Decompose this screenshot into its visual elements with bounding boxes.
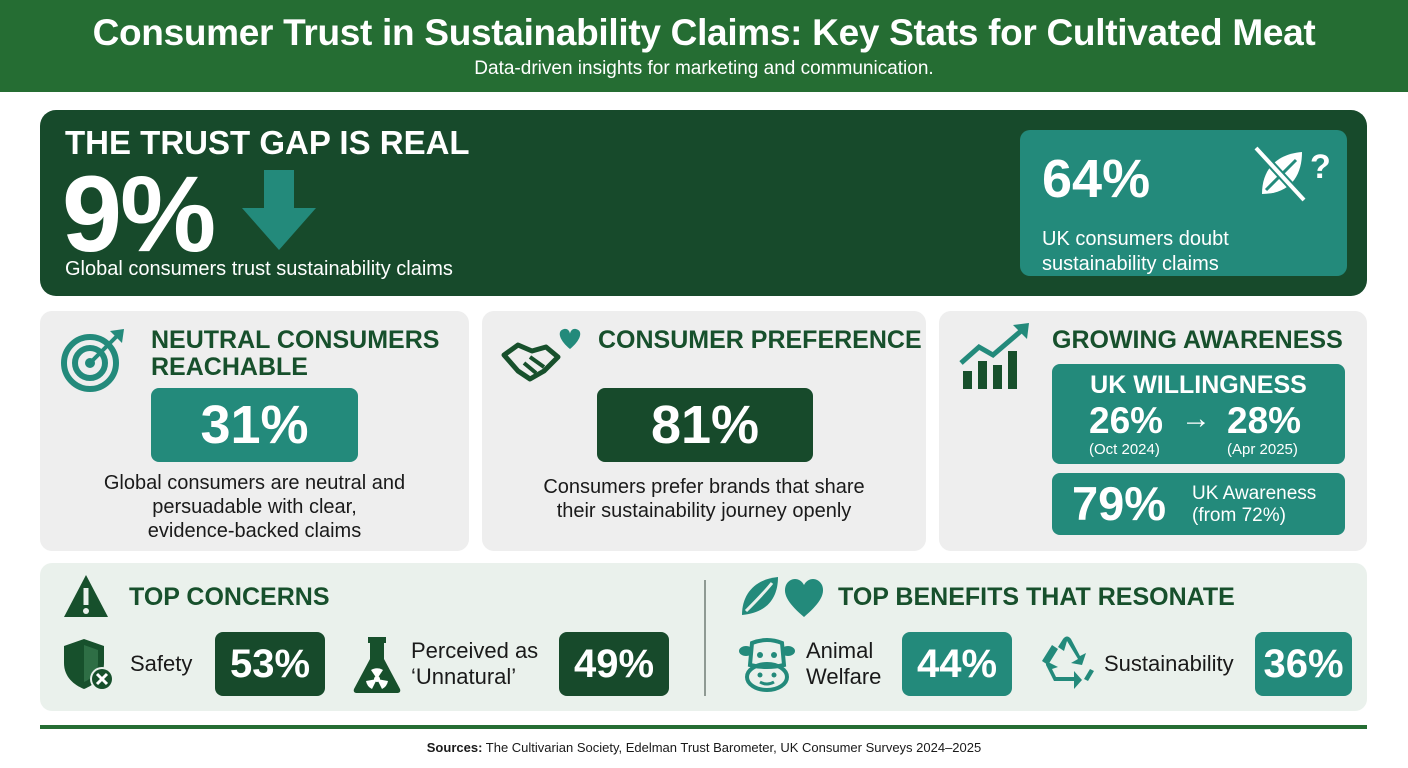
concerns-title: TOP CONCERNS <box>129 583 330 611</box>
benefit-animal-line2: Welfare <box>806 664 882 689</box>
willingness-arrow: → <box>1181 402 1211 435</box>
neutral-title: NEUTRAL CONSUMERS REACHABLE <box>151 327 439 381</box>
uk-awareness-label: UK Awareness <box>1192 483 1317 504</box>
neutral-title-line2: REACHABLE <box>151 353 308 381</box>
preference-desc-line2: their sustainability journey openly <box>556 500 852 522</box>
consumer-preference-panel: CONSUMER PREFERENCE 81% Consumers prefer… <box>482 311 926 551</box>
concern-unnatural-line2: ‘Unnatural’ <box>411 664 517 689</box>
concerns-benefits-panel: TOP CONCERNS Safety 53% Perceived as ‘Un… <box>40 563 1367 711</box>
cow-icon <box>738 635 796 698</box>
uk-doubt-stat: 64% <box>1042 149 1151 209</box>
recycle-icon <box>1038 635 1096 698</box>
concern-unnatural-line1: Perceived as <box>411 638 539 663</box>
sources-footer: Sources: The Cultivarian Society, Edelma… <box>0 740 1408 755</box>
benefit-animal-line1: Animal <box>806 638 874 663</box>
handshake-heart-icon <box>500 327 586 388</box>
neutral-desc-line3: evidence-backed claims <box>147 520 362 542</box>
uk-awareness-text: UK Awareness (from 72%) <box>1192 483 1316 527</box>
preference-description: Consumers prefer brands that share their… <box>482 475 926 523</box>
neutral-stat: 31% <box>151 388 358 462</box>
page-title: Consumer Trust in Sustainability Claims:… <box>92 12 1316 53</box>
trust-gap-description: Global consumers trust sustainability cl… <box>65 258 453 280</box>
target-icon <box>60 327 126 398</box>
uk-willingness-box: UK WILLINGNESS 26% → 28% (Oct 2024) (Apr… <box>1052 364 1345 464</box>
growth-chart-icon <box>959 323 1031 398</box>
neutral-desc-line2: persuadable with clear, <box>152 496 357 518</box>
concern-safety-label: Safety <box>130 651 193 676</box>
trust-gap-banner: THE TRUST GAP IS REAL 9% Global consumer… <box>40 110 1367 296</box>
down-arrow-icon <box>242 170 316 255</box>
neutral-desc-line1: Global consumers are neutral and <box>103 472 406 494</box>
concern-unnatural-label: Perceived as ‘Unnatural’ <box>411 638 538 690</box>
sources-label: Sources: <box>426 740 483 755</box>
trust-gap-stat: 9% <box>62 153 216 274</box>
preference-title: CONSUMER PREFERENCE <box>598 326 922 354</box>
willingness-from: 26% <box>1089 400 1164 441</box>
section-divider <box>704 580 706 696</box>
leaf-heart-icon <box>738 573 828 624</box>
benefit-animal-value: 44% <box>902 632 1012 696</box>
uk-doubt-card: 64% UK consumers doubt sustainability cl… <box>1020 130 1347 276</box>
page-subtitle: Data-driven insights for marketing and c… <box>474 58 934 79</box>
uk-doubt-description: UK consumers doubt sustainability claims <box>1042 228 1229 275</box>
benefit-sustainability-label: Sustainability <box>1104 651 1234 676</box>
uk-awareness-note: (from 72%) <box>1192 505 1286 526</box>
sources-text: The Cultivarian Society, Edelman Trust B… <box>482 740 982 755</box>
neutral-title-line1: NEUTRAL CONSUMERS <box>151 326 440 354</box>
footer-rule <box>40 725 1367 729</box>
benefit-sustainability-value: 36% <box>1255 632 1352 696</box>
awareness-title: GROWING AWARENESS <box>1052 326 1343 354</box>
benefit-animal-label: Animal Welfare <box>806 638 881 690</box>
growing-awareness-panel: GROWING AWARENESS UK WILLINGNESS 26% → 2… <box>939 311 1367 551</box>
preference-desc-line1: Consumers prefer brands that share <box>543 476 865 498</box>
flask-radiation-icon <box>352 635 402 700</box>
leaf-crossed-question-icon: ? <box>1252 144 1332 209</box>
concern-unnatural-value: 49% <box>559 632 669 696</box>
shield-x-icon <box>62 637 118 698</box>
uk-awareness-box: 79% UK Awareness (from 72%) <box>1052 473 1345 535</box>
uk-willingness-label: UK WILLINGNESS <box>1090 371 1307 399</box>
willingness-from-date: (Oct 2024) <box>1089 441 1160 458</box>
concern-safety-value: 53% <box>215 632 325 696</box>
uk-awareness-stat: 79% <box>1072 477 1167 530</box>
neutral-description: Global consumers are neutral and persuad… <box>40 471 469 543</box>
willingness-to-date: (Apr 2025) <box>1227 441 1298 458</box>
warning-icon <box>62 573 110 624</box>
willingness-to: 28% <box>1227 400 1302 441</box>
question-mark-glyph: ? <box>1310 148 1331 186</box>
benefits-title: TOP BENEFITS THAT RESONATE <box>838 583 1235 611</box>
page-header: Consumer Trust in Sustainability Claims:… <box>0 0 1408 92</box>
trust-gap-heading: THE TRUST GAP IS REAL <box>65 124 470 161</box>
neutral-consumers-panel: NEUTRAL CONSUMERS REACHABLE 31% Global c… <box>40 311 469 551</box>
preference-stat: 81% <box>597 388 813 462</box>
